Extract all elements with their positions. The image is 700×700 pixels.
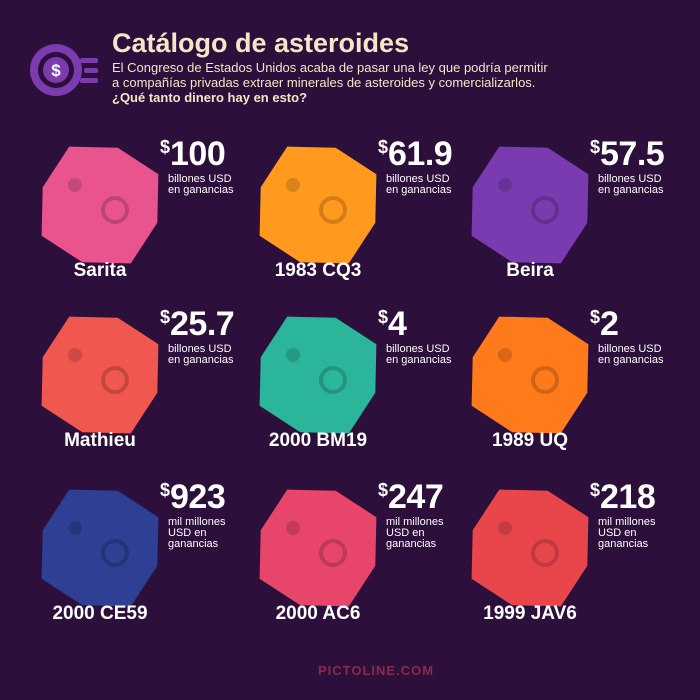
asteroid [471, 146, 589, 264]
crater [319, 196, 347, 224]
asteroid [471, 316, 589, 434]
amount: $247 mil millones USD en ganancias [378, 478, 444, 550]
asteroid-name: Sarita [73, 260, 127, 281]
asteroid [471, 489, 589, 607]
amount-unit: en ganancias [598, 354, 664, 366]
crater [101, 539, 129, 567]
amount-value: 247 [388, 478, 444, 516]
amount-unit: billones USD [598, 173, 662, 185]
description: El Congreso de Estados Unidos acaba de p… [112, 60, 548, 105]
amount-unit: ganancias [386, 538, 437, 550]
amount: $61.9 billones USD en ganancias [378, 135, 453, 196]
amount-unit: USD en [598, 527, 637, 539]
asteroid [259, 316, 377, 434]
amount-unit: ganancias [168, 538, 219, 550]
currency: $ [160, 480, 171, 500]
crater [286, 178, 300, 192]
amount-unit: ganancias [598, 538, 649, 550]
crater [286, 521, 300, 535]
amount-unit: billones USD [168, 343, 232, 355]
amount: $218 mil millones USD en ganancias [590, 478, 656, 550]
crater [319, 539, 347, 567]
amount-unit: USD en [168, 527, 207, 539]
amount-unit: en ganancias [168, 184, 234, 196]
currency: $ [590, 137, 601, 157]
amount-unit: en ganancias [168, 354, 234, 366]
crater [101, 196, 129, 224]
amount-unit: billones USD [386, 343, 450, 355]
amount-unit: en ganancias [386, 354, 452, 366]
amount-value: 4 [388, 305, 407, 343]
asteroid-name: Beira [506, 260, 554, 281]
amount: $57.5 billones USD en ganancias [590, 135, 665, 196]
description-line: a compañías privadas extraer minerales d… [112, 75, 536, 90]
asteroid [41, 316, 159, 434]
question: ¿Qué tanto dinero hay en esto? [112, 90, 308, 105]
currency: $ [160, 307, 171, 327]
crater [101, 366, 129, 394]
amount: $4 billones USD en ganancias [378, 305, 451, 366]
svg-text:$: $ [51, 61, 61, 80]
crater [498, 521, 512, 535]
amount-unit: USD en [386, 527, 425, 539]
asteroid-name: 2000 AC6 [275, 603, 361, 624]
title: Catálogo de asteroides [112, 28, 410, 58]
amount: $923 mil millones USD en ganancias [160, 478, 226, 550]
asteroid [41, 146, 159, 264]
crater [319, 366, 347, 394]
crater [498, 178, 512, 192]
amount-unit: billones USD [598, 343, 662, 355]
crater [531, 539, 559, 567]
asteroid-name: 1983 CQ3 [274, 260, 362, 281]
crater [498, 348, 512, 362]
description-line: El Congreso de Estados Unidos acaba de p… [112, 60, 548, 75]
asteroid-name: 2000 CE59 [52, 603, 148, 624]
asteroid-name: 1999 JAV6 [483, 603, 577, 624]
amount-unit: mil millones [598, 516, 656, 528]
crater [286, 348, 300, 362]
amount-unit: billones USD [386, 173, 450, 185]
currency: $ [160, 137, 171, 157]
amount-unit: en ganancias [598, 184, 664, 196]
currency: $ [590, 480, 601, 500]
amount-value: 61.9 [388, 135, 453, 173]
amount: $100 billones USD en ganancias [160, 135, 233, 196]
logo: $ [30, 44, 98, 96]
amount-value: 2 [600, 305, 619, 343]
amount-value: 100 [170, 135, 226, 173]
asteroid [259, 146, 377, 264]
amount-unit: en ganancias [386, 184, 452, 196]
currency: $ [378, 480, 389, 500]
currency: $ [378, 307, 389, 327]
amount-unit: mil millones [386, 516, 444, 528]
crater [68, 348, 82, 362]
asteroid-name: Mathieu [64, 430, 136, 451]
amount-unit: mil millones [168, 516, 226, 528]
amount-value: 57.5 [600, 135, 665, 173]
asteroid [259, 489, 377, 607]
crater [68, 178, 82, 192]
crater [531, 366, 559, 394]
currency: $ [590, 307, 601, 327]
crater [531, 196, 559, 224]
amount-unit: billones USD [168, 173, 232, 185]
amount-value: 25.7 [170, 305, 235, 343]
brand: PICTOLINE.COM [318, 663, 435, 678]
crater [68, 521, 82, 535]
currency: $ [378, 137, 389, 157]
amount-value: 218 [600, 478, 656, 516]
asteroid-name: 2000 BM19 [268, 430, 368, 451]
amount: $2 billones USD en ganancias [590, 305, 663, 366]
amount-value: 923 [170, 478, 226, 516]
asteroid-name: 1989 UQ [491, 430, 569, 451]
amount: $25.7 billones USD en ganancias [160, 305, 235, 366]
asteroid [41, 489, 159, 607]
